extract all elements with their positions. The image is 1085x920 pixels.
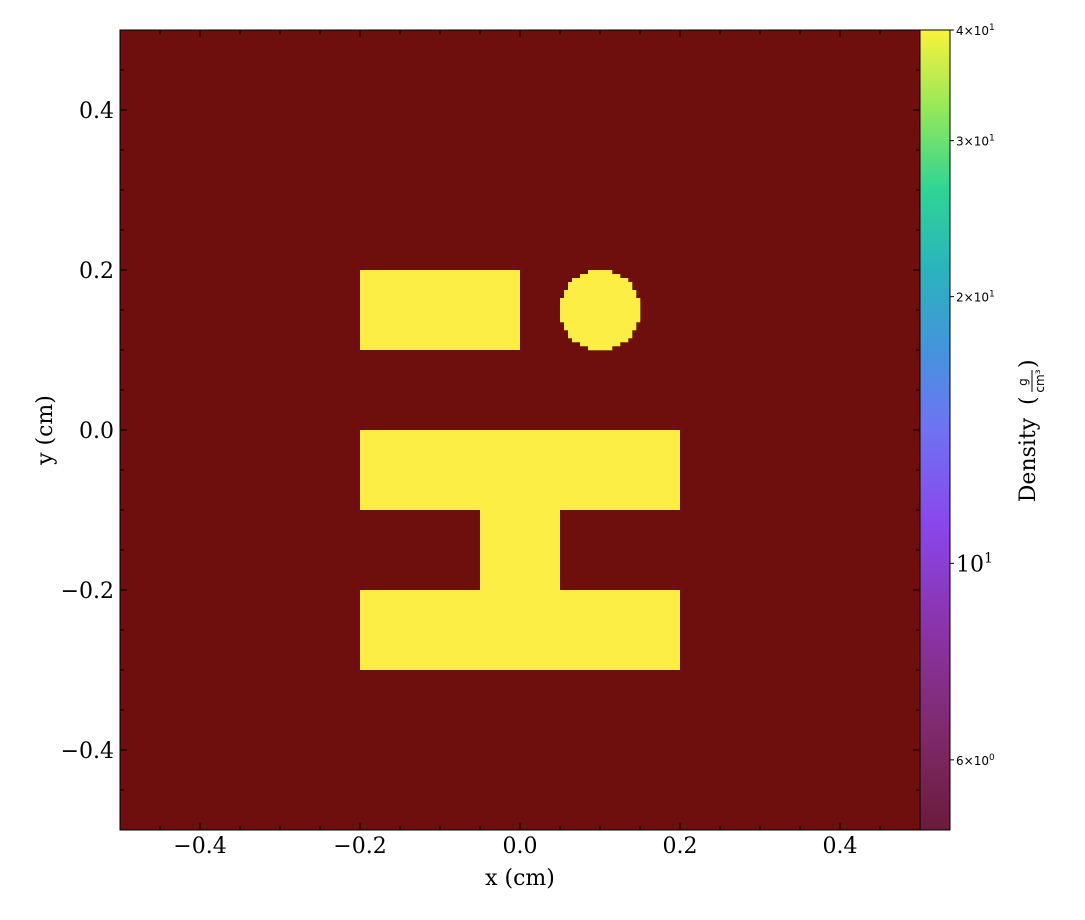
circle-row	[560, 306, 641, 311]
colorbar-tick-label: 2×101	[956, 290, 995, 305]
circle-row	[580, 274, 621, 279]
circle-row	[568, 334, 633, 339]
colorbar-tick-label: 6×100	[956, 753, 995, 768]
colorbar-unit-numerator: g	[1016, 378, 1030, 386]
circle-row	[560, 302, 641, 307]
circle-row	[560, 310, 641, 315]
region-i-beam-bottom-flange	[360, 590, 680, 670]
x-tick-label: −0.4	[173, 834, 226, 859]
circle-row	[564, 290, 637, 295]
x-tick-label: 0.4	[823, 834, 858, 859]
unit-paren-right: )	[1016, 359, 1041, 368]
plot-area	[119, 29, 921, 831]
circle-row	[560, 314, 641, 319]
region-rectangle	[360, 270, 520, 350]
circle-row	[560, 318, 641, 323]
circle-row	[588, 270, 613, 275]
y-tick-label: 0.2	[79, 259, 114, 284]
y-tick-label: −0.4	[61, 739, 114, 764]
circle-row	[572, 338, 629, 343]
x-tick-label: −0.2	[333, 834, 386, 859]
circle-row	[588, 346, 613, 351]
colorbar-ticks: 4×101 3×101 2×101 101 6×100	[950, 23, 995, 768]
y-tick-label: 0.0	[79, 419, 114, 444]
colorbar: 4×101 3×101 2×101 101 6×100	[919, 23, 995, 831]
circle-row	[580, 342, 621, 347]
colorbar-tick-label: 101	[956, 550, 993, 577]
circle-row	[568, 286, 633, 291]
region-i-beam-web	[480, 510, 560, 590]
circle-row	[568, 330, 633, 335]
region-circle	[560, 270, 641, 351]
density-regions	[360, 270, 680, 670]
axis-ticks	[120, 30, 920, 830]
colorbar-frame	[919, 29, 951, 831]
circle-row	[564, 322, 637, 327]
y-tick-labels: −0.4 −0.2 0.0 0.2 0.4	[61, 99, 114, 764]
colorbar-tick-label: 3×101	[956, 134, 995, 149]
x-tick-labels: −0.4 −0.2 0.0 0.2 0.4	[173, 834, 857, 859]
y-axis-title: y (cm)	[33, 395, 58, 466]
x-tick-label: 0.2	[663, 834, 698, 859]
colorbar-tick-label: 4×101	[956, 23, 995, 38]
circle-row	[560, 298, 641, 303]
circle-row	[568, 282, 633, 287]
y-tick-label: −0.2	[61, 579, 114, 604]
colorbar-bar	[920, 30, 950, 830]
unit-paren-left: (	[1016, 396, 1041, 405]
x-axis-title: x (cm)	[485, 866, 555, 891]
colorbar-title: Density ( g cm³ )	[1016, 359, 1047, 502]
y-tick-label: 0.4	[79, 99, 114, 124]
colorbar-label: Density	[1016, 417, 1041, 502]
region-i-beam-top-flange	[360, 430, 680, 510]
colorbar-unit-denominator: cm³	[1033, 369, 1047, 392]
circle-row	[572, 278, 629, 283]
circle-row	[564, 326, 637, 331]
x-tick-label: 0.0	[503, 834, 538, 859]
circle-row	[564, 294, 637, 299]
